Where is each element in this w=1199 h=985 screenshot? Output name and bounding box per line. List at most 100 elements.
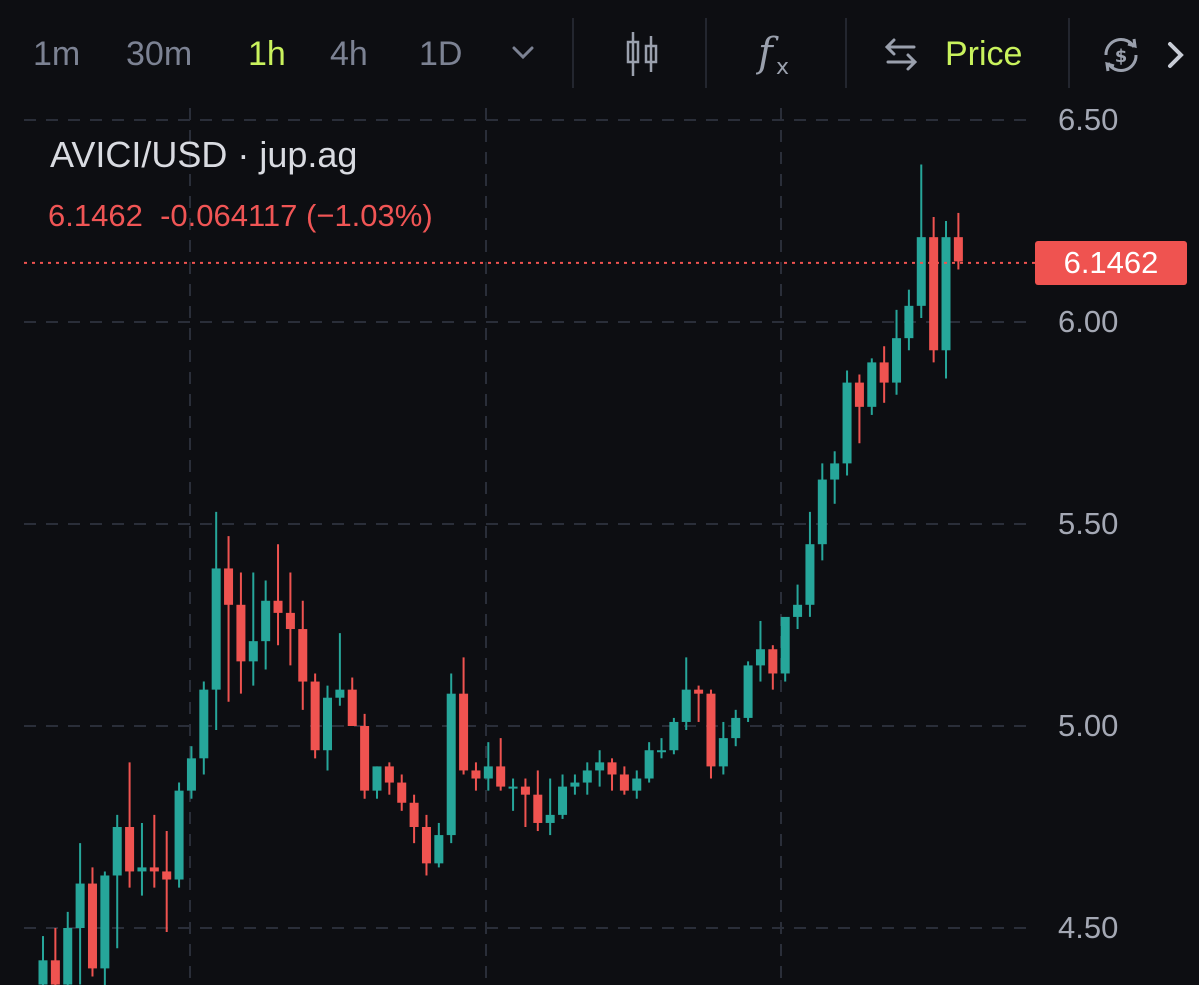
candle-body <box>953 237 963 262</box>
candlestick-icon[interactable] <box>624 28 660 85</box>
candle-body <box>644 750 654 779</box>
y-tick-label: 4.50 <box>1058 910 1119 945</box>
candle-body <box>285 612 295 630</box>
interval-1h[interactable]: 1h <box>248 35 286 73</box>
candle-body <box>793 604 803 617</box>
candle-body <box>38 960 48 985</box>
last-price: 6.1462 <box>48 198 143 233</box>
chart-area[interactable]: AVICI/USD · jup.ag 6.1462 -0.064117 (−1.… <box>0 102 1199 985</box>
currency-refresh-icon[interactable]: $ <box>1100 34 1142 81</box>
toolbar-divider <box>845 18 847 88</box>
candle-body <box>817 479 827 545</box>
candle-body <box>570 782 580 787</box>
candle-body <box>434 835 444 864</box>
candle-body <box>619 774 629 791</box>
candle-body <box>483 766 493 779</box>
candle-body <box>63 928 73 985</box>
candle-body <box>731 717 741 739</box>
y-tick-label: 5.50 <box>1058 506 1119 541</box>
candle-body <box>805 544 815 605</box>
candle-body <box>199 689 209 759</box>
interval-1d[interactable]: 1D <box>419 35 463 73</box>
current-price-tag: 6.1462 <box>1035 241 1187 285</box>
candle-body <box>595 762 605 771</box>
candle-body <box>224 568 234 605</box>
interval-4h[interactable]: 4h <box>330 35 368 73</box>
candle-body <box>446 693 456 836</box>
candle-body <box>236 604 246 662</box>
candle-body <box>310 681 320 751</box>
candle-body <box>854 382 864 407</box>
interval-30m[interactable]: 30m <box>126 35 193 73</box>
candle-body <box>558 786 568 815</box>
candle-body <box>780 616 790 674</box>
candle-body <box>916 237 926 306</box>
interval-1m[interactable]: 1m <box>33 35 81 73</box>
candle-body <box>867 362 877 407</box>
candle-body <box>471 770 481 779</box>
chevron-down-icon[interactable] <box>508 38 538 73</box>
candle-body <box>706 693 716 767</box>
candle-body <box>892 338 902 383</box>
price-change-line: 6.1462 -0.064117 (−1.03%) <box>48 198 433 234</box>
toolbar-divider <box>1068 18 1070 88</box>
candle-body <box>768 649 778 674</box>
svg-text:$: $ <box>1115 46 1128 67</box>
candle-body <box>607 762 617 775</box>
candle-body <box>830 463 840 480</box>
toolbar-divider <box>705 18 707 88</box>
candle-body <box>112 827 122 876</box>
candle-body <box>397 782 407 803</box>
candle-body <box>842 382 852 464</box>
candle-body <box>904 305 914 339</box>
candle-body <box>743 665 753 718</box>
candle-body <box>149 867 159 872</box>
candle-body <box>372 766 382 791</box>
candle-body <box>879 362 889 383</box>
y-tick-label: 5.00 <box>1058 708 1119 743</box>
candle-body <box>162 871 172 880</box>
candle-body <box>459 693 469 771</box>
candle-body <box>360 726 370 791</box>
candle-body <box>125 827 135 872</box>
candle-body <box>520 786 530 795</box>
candle-body <box>50 960 60 985</box>
candle-body <box>87 883 97 969</box>
candle-body <box>496 766 506 787</box>
candlestick-chart[interactable] <box>0 108 1199 985</box>
chevron-right-icon[interactable] <box>1162 40 1192 75</box>
candle-body <box>100 875 110 969</box>
candle-body <box>718 738 728 767</box>
candle-body <box>669 721 679 751</box>
candle-body <box>755 649 765 666</box>
candle-body <box>186 758 196 791</box>
candle-body <box>533 794 543 823</box>
candle-body <box>211 568 221 690</box>
candle-body <box>335 689 345 698</box>
svg-text:x: x <box>776 55 789 80</box>
candle-body <box>384 766 394 783</box>
price-toggle-button[interactable]: Price <box>945 35 1023 73</box>
swap-arrows-icon[interactable] <box>882 36 920 77</box>
candle-body <box>681 689 691 722</box>
candle-body <box>137 867 147 872</box>
candle-body <box>657 750 666 753</box>
toolbar-divider <box>572 18 574 88</box>
candle-body <box>508 786 518 789</box>
candle-body <box>409 802 419 827</box>
candle-body <box>694 689 704 694</box>
y-tick-label: 6.00 <box>1058 304 1119 339</box>
price-change-percent: (−1.03%) <box>306 198 433 233</box>
candle-body <box>941 237 951 351</box>
candle-body <box>347 689 357 726</box>
candle-body <box>582 770 592 783</box>
candle-body <box>323 697 333 751</box>
candle-body <box>298 629 308 682</box>
candle-body <box>632 778 642 791</box>
y-tick-label: 6.50 <box>1058 102 1119 137</box>
candle-body <box>261 600 271 642</box>
candle-body <box>545 814 555 823</box>
candle-body <box>421 827 431 864</box>
